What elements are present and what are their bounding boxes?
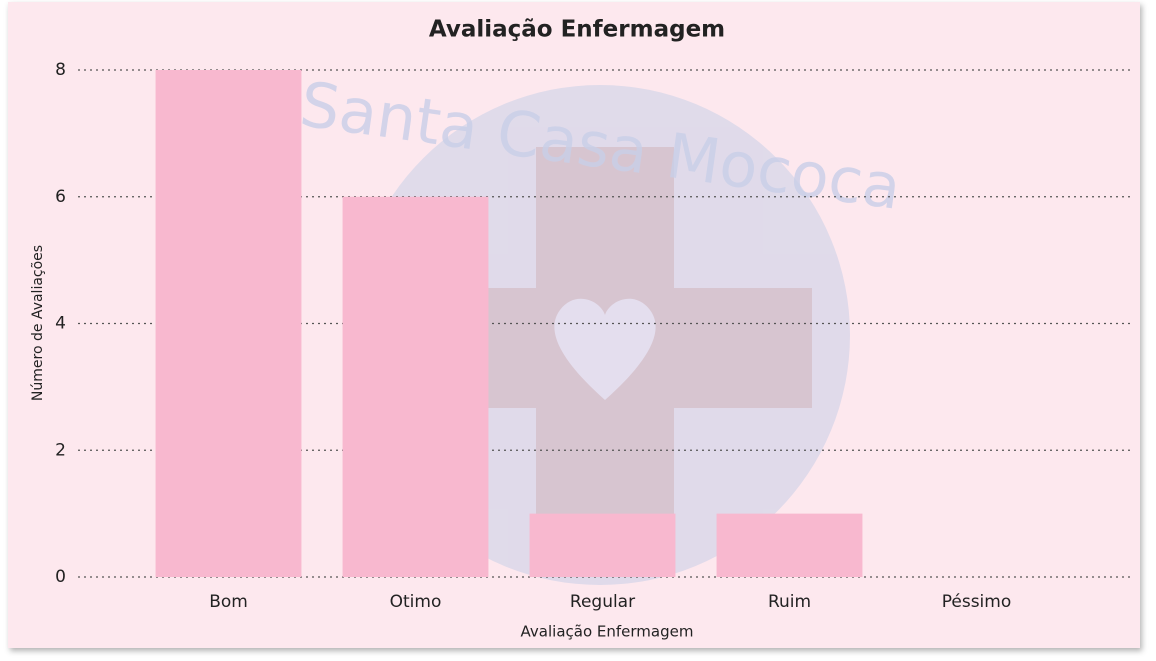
x-tick-label: Péssimo [942,592,1012,612]
y-axis-label: Número de Avaliações [30,245,46,401]
x-tick-label: Ruim [768,592,811,612]
y-tick-label: 2 [55,440,66,460]
y-tick-label: 8 [55,60,66,80]
bar [155,70,302,577]
bar [529,513,676,577]
x-tick-label: Regular [570,592,635,612]
bar [716,513,863,577]
x-axis-label: Avaliação Enfermagem [521,623,694,641]
y-tick-label: 4 [55,314,66,334]
chart-title: Avaliação Enfermagem [429,17,725,43]
y-tick-label: 0 [55,567,66,587]
x-tick-label: Bom [209,592,248,612]
x-tick-label: Otimo [390,592,442,612]
y-tick-label: 6 [55,187,66,207]
bar [342,196,489,577]
